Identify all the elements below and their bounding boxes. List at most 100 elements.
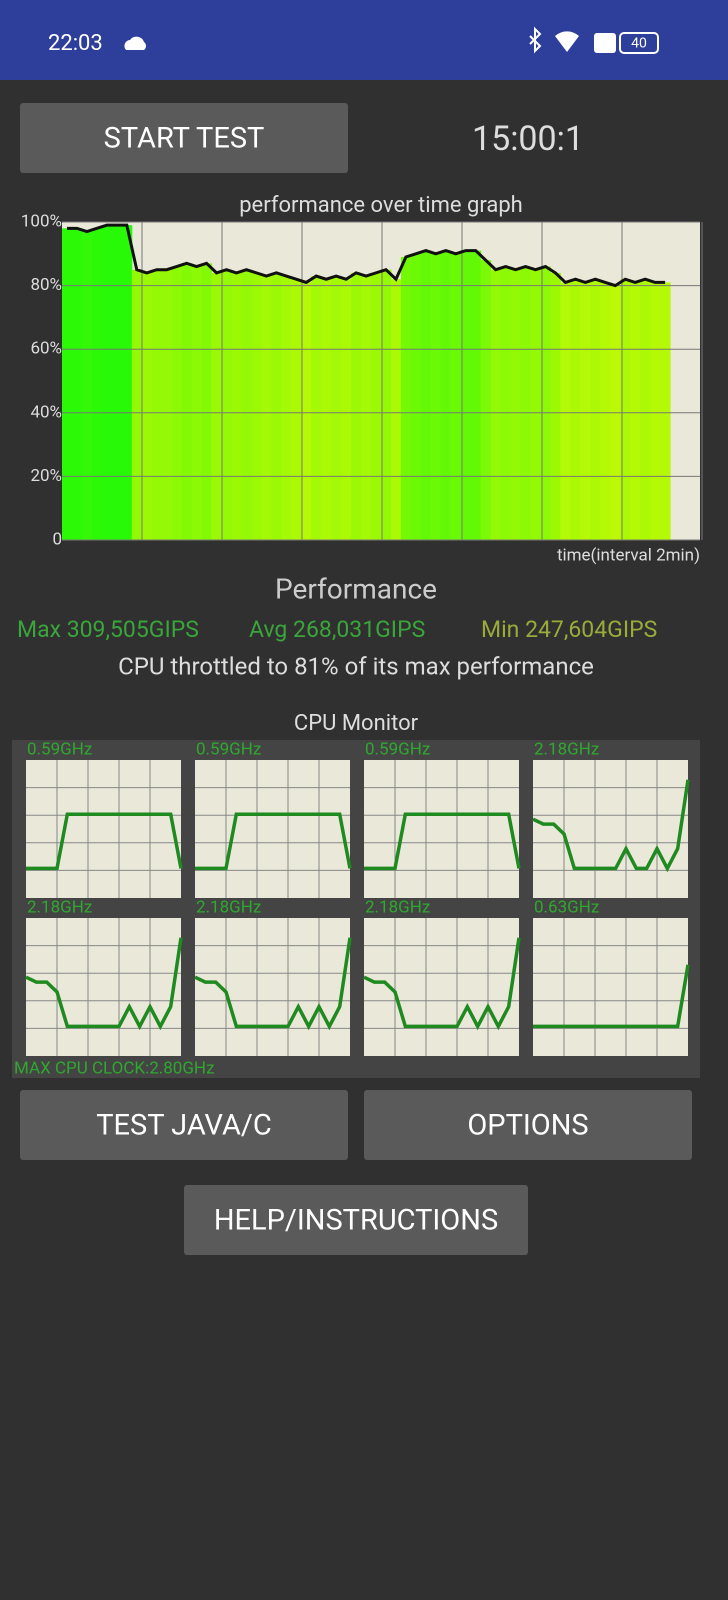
performance-bar [171, 266, 183, 540]
performance-bar [251, 272, 262, 540]
performance-bar [181, 263, 193, 540]
performance-bar [500, 266, 512, 540]
performance-bar [490, 269, 502, 540]
performance-bar [231, 272, 242, 540]
timer: 15:00:1 [472, 119, 584, 159]
min-score: Min 247,604GIPS [481, 616, 657, 643]
core-line [26, 812, 183, 871]
status-bar [0, 0, 728, 80]
core-frequency: 2.18GHz [365, 897, 430, 917]
core-line [364, 812, 521, 871]
status-time: 22:03 [48, 31, 103, 56]
performance-bar [281, 276, 292, 540]
bluetooth-icon [529, 26, 542, 54]
performance-bar [590, 279, 601, 540]
performance-bar [390, 279, 402, 540]
y-tick-label: 80% [30, 275, 62, 295]
core-frequency: 0.59GHz [27, 739, 92, 759]
core-frequency: 2.18GHz [196, 897, 261, 917]
cpu-monitor-title: CPU Monitor [294, 711, 419, 736]
core-plot [364, 760, 519, 898]
core-line [25, 937, 183, 1031]
performance-bar [410, 253, 422, 541]
performance-bar [450, 253, 462, 541]
options-button[interactable] [364, 1090, 692, 1160]
performance-bar [91, 228, 103, 541]
y-tick-label: 0 [52, 529, 62, 549]
core-plot [26, 760, 181, 898]
core-plot [533, 918, 688, 1056]
performance-bar [550, 272, 561, 540]
start-test-button[interactable] [20, 103, 348, 173]
core-frequency: 0.63GHz [534, 897, 599, 917]
core-plot [26, 918, 181, 1056]
chart-title: performance over time graph [239, 193, 523, 218]
performance-bar [600, 282, 611, 540]
performance-bar [151, 269, 163, 540]
performance-bar [291, 279, 302, 540]
avg-score: Avg 268,031GIPS [249, 616, 425, 643]
performance-bar [570, 279, 581, 540]
performance-bar [560, 282, 571, 540]
core-line [363, 937, 521, 1031]
core-frequency: 2.18GHz [27, 897, 92, 917]
performance-bar [261, 276, 272, 540]
performance-bar [660, 282, 671, 540]
performance-bar [400, 256, 412, 540]
help-button[interactable] [184, 1185, 528, 1255]
wifi-icon [555, 31, 579, 52]
x-axis-label: time(interval 2min) [557, 545, 700, 565]
performance-bar [620, 279, 631, 540]
button-label: HELP/INSTRUCTIONS [214, 1204, 498, 1238]
performance-bar [301, 282, 312, 540]
core-line [194, 937, 352, 1031]
performance-bar [630, 282, 641, 540]
core-plot [533, 760, 688, 898]
performance-bar [241, 269, 252, 540]
button-label: START TEST [104, 122, 265, 156]
core-plot [195, 760, 350, 898]
performance-bar [311, 276, 322, 540]
performance-bar [221, 269, 232, 540]
y-tick-label: 100% [21, 211, 62, 231]
performance-bar [650, 282, 661, 540]
performance-bar [530, 269, 541, 540]
battery-level: 40 [631, 36, 647, 52]
performance-bar [121, 225, 133, 540]
core-plot [364, 918, 519, 1056]
test-java-button[interactable] [20, 1090, 348, 1160]
performance-bar [71, 228, 83, 541]
performance-line [66, 223, 666, 288]
core-line [532, 779, 690, 873]
y-tick-label: 60% [30, 339, 62, 359]
battery-icon [619, 32, 659, 54]
performance-bar [161, 269, 173, 540]
core-plot [195, 918, 350, 1056]
core-frequency: 2.18GHz [534, 739, 599, 759]
performance-bar [420, 250, 432, 540]
performance-bar [141, 272, 153, 540]
performance-bar [111, 225, 123, 540]
performance-bar [191, 266, 203, 540]
core-frequency: 0.59GHz [196, 739, 261, 759]
performance-bar [321, 279, 332, 540]
performance-bar [510, 269, 522, 540]
performance-bar [470, 250, 482, 540]
performance-bar [430, 253, 442, 541]
performance-bar [331, 276, 342, 540]
performance-bar [341, 279, 352, 540]
button-label: TEST JAVA/C [96, 1109, 271, 1143]
cloud-icon [124, 36, 146, 50]
y-tick-label: 40% [30, 402, 62, 422]
performance-bar [101, 225, 113, 540]
performance-bar [131, 269, 143, 540]
performance-bar [62, 228, 73, 541]
performance-bar [540, 266, 551, 540]
core-line [195, 812, 352, 871]
core-frequency: 0.59GHz [365, 739, 430, 759]
performance-bar [381, 269, 392, 540]
sim-icon [594, 33, 616, 53]
performance-bar [580, 282, 591, 540]
